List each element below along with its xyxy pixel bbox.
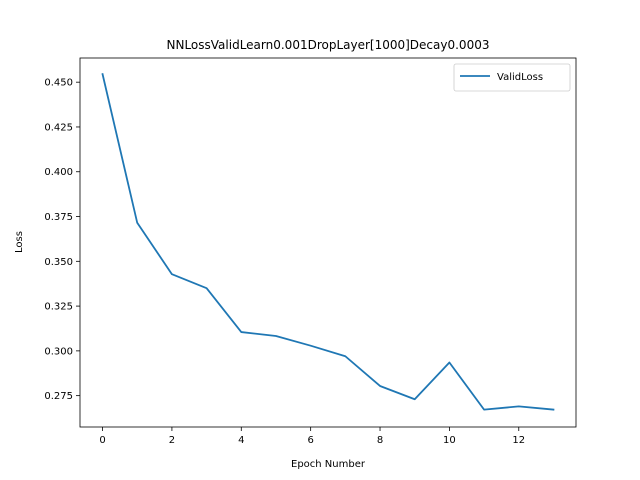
y-tick-label: 0.375: [44, 212, 73, 223]
y-tick-label: 0.400: [44, 167, 73, 178]
y-tick-label: 0.350: [44, 257, 73, 268]
y-tick-label: 0.275: [44, 391, 73, 402]
y-tick-label: 0.300: [44, 346, 73, 357]
x-tick-label: 10: [443, 435, 456, 446]
chart-title: NNLossValidLearn0.001DropLayer[1000]Deca…: [167, 38, 490, 52]
y-tick-label: 0.325: [44, 302, 73, 313]
legend-box: [453, 63, 571, 92]
series-layer: [101, 73, 555, 411]
y-tick-label: 0.450: [44, 78, 73, 89]
y-axis-label: Loss: [14, 231, 25, 253]
x-axis: 0 2 4 6 8 10 12: [99, 427, 525, 446]
x-axis-label: Epoch Number: [291, 459, 366, 470]
y-tick-label: 0.425: [44, 122, 73, 133]
x-tick-label: 8: [377, 435, 383, 446]
series-line-validloss: [101, 73, 555, 411]
legend: ValidLoss: [453, 63, 571, 92]
x-tick-label: 6: [307, 435, 313, 446]
legend-label: ValidLoss: [497, 72, 543, 83]
plot-area: [79, 57, 577, 428]
x-tick-label: 4: [238, 435, 244, 446]
x-tick-label: 2: [169, 435, 175, 446]
x-tick-label: 12: [512, 435, 525, 446]
y-axis: 0.275 0.300 0.325 0.350 0.375 0.400 0.425 0.450: [44, 78, 80, 402]
x-tick-label: 0: [99, 435, 105, 446]
